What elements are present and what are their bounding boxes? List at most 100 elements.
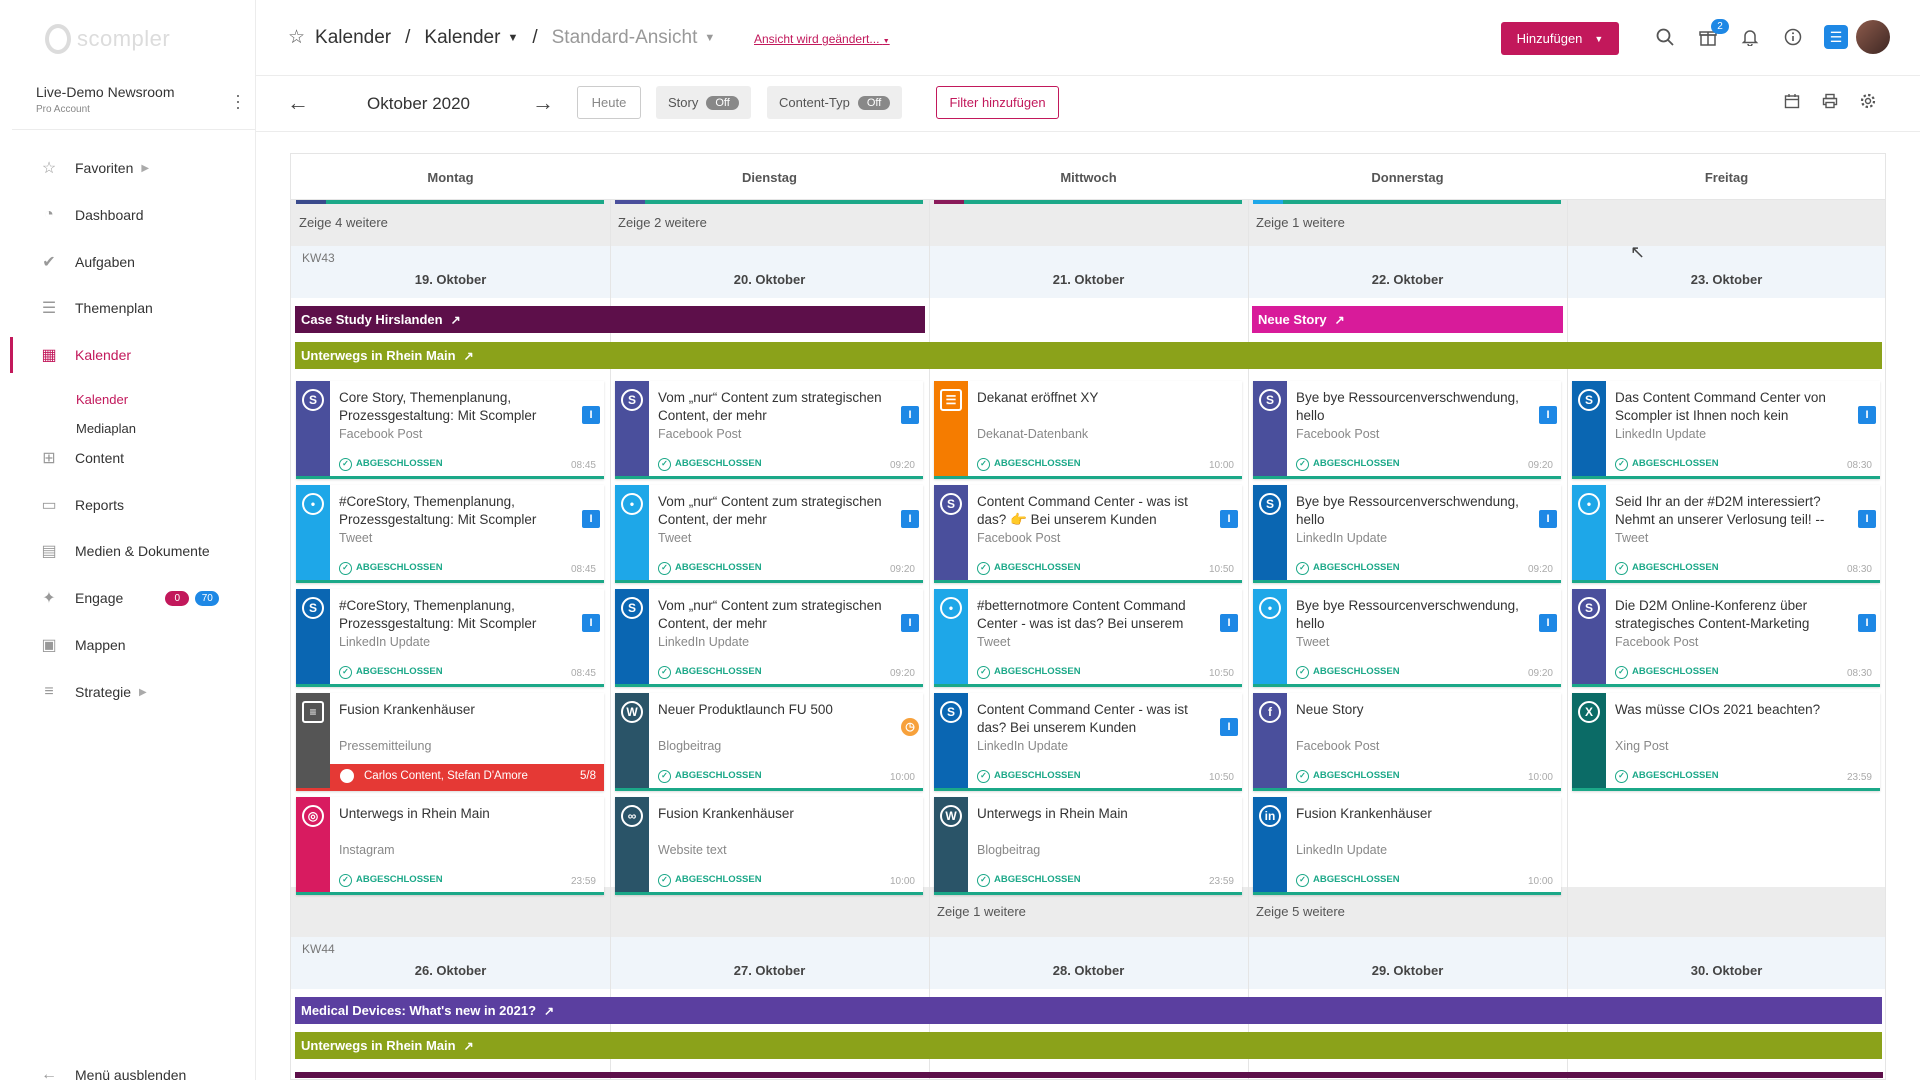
show-more-link[interactable]: Zeige 1 weitere xyxy=(937,904,1026,919)
add-button[interactable]: Hinzufügen ▼ xyxy=(1501,22,1619,55)
show-more-link[interactable]: Zeige 5 weitere xyxy=(1256,904,1345,919)
sidebar-item-strategie[interactable]: ≡ Strategie ▶ xyxy=(0,670,256,714)
external-link-icon[interactable]: ↗ xyxy=(463,348,474,363)
sidebar-item-favoriten[interactable]: ☆ Favoriten ▶ xyxy=(0,146,256,190)
content-card[interactable]: S Das Content Command Center von Scompler… xyxy=(1572,381,1880,479)
content-card[interactable]: ≡ Fusion Krankenhäuser Pressemitteilung Car… xyxy=(296,693,604,791)
day-date[interactable]: 23. Oktober xyxy=(1690,272,1763,287)
content-card[interactable]: • Vom „nur“ Content zum strategischen Con… xyxy=(615,485,923,583)
breadcrumb-kalender[interactable]: Kalender xyxy=(315,26,392,48)
info-flag-icon: I xyxy=(582,614,600,632)
status-badge: ABGESCHLOSSEN xyxy=(658,458,762,471)
story-bar[interactable]: Case Study Hirslanden ↗ xyxy=(295,306,925,333)
day-date[interactable]: 28. Oktober xyxy=(1052,963,1125,978)
content-card[interactable]: S Vom „nur“ Content zum strategischen Con… xyxy=(615,381,923,479)
previous-month-arrow-icon[interactable]: ← xyxy=(287,90,309,115)
story-toggle-switch[interactable]: Off xyxy=(706,95,739,110)
today-button[interactable]: Heute xyxy=(577,86,641,119)
day-date[interactable]: 26. Oktober xyxy=(414,963,487,978)
sidebar-item-themenplan[interactable]: ☰ Themenplan xyxy=(0,286,256,330)
sidebar-subitem-kalender[interactable]: Kalender xyxy=(76,392,129,407)
sidebar-subitem-mediaplan[interactable]: Mediaplan xyxy=(76,421,136,436)
search-icon[interactable] xyxy=(1652,24,1678,50)
content-card[interactable]: S Bye bye Ressourcenverschwendung, hello L… xyxy=(1253,485,1561,583)
content-card[interactable]: X Was müsse CIOs 2021 beachten? Xing Post A… xyxy=(1572,693,1880,791)
show-more-link[interactable]: Zeige 2 weitere xyxy=(618,215,707,230)
user-avatar[interactable] xyxy=(1856,20,1890,54)
info-icon[interactable] xyxy=(1780,24,1806,50)
day-date[interactable]: 19. Oktober xyxy=(414,272,487,287)
content-card[interactable]: ∞ Fusion Krankenhäuser Website text ABGESCH… xyxy=(615,797,923,895)
story-bar[interactable]: Unterwegs in Rhein Main ↗ xyxy=(295,1032,1882,1059)
print-icon[interactable] xyxy=(1822,93,1838,114)
calendar-export-icon[interactable] xyxy=(1784,93,1800,114)
day-date[interactable]: 21. Oktober xyxy=(1052,272,1125,287)
breadcrumb-kalender-dropdown[interactable]: Kalender xyxy=(424,26,501,48)
add-filter-button[interactable]: Filter hinzufügen xyxy=(936,86,1059,119)
caret-down-icon[interactable]: ▼ xyxy=(507,31,519,44)
settings-gear-icon[interactable] xyxy=(1860,93,1876,114)
gift-icon[interactable]: 2 xyxy=(1695,19,1729,50)
content-card[interactable]: ☰ Dekanat eröffnet XY Dekanat-Datenbank ABG… xyxy=(934,381,1242,479)
day-date[interactable]: 20. Oktober xyxy=(733,272,806,287)
show-more-link[interactable]: Zeige 4 weitere xyxy=(299,215,388,230)
day-date[interactable]: 22. Oktober xyxy=(1371,272,1444,287)
content-card[interactable]: • Seid Ihr an der #D2M interessiert? Nehm… xyxy=(1572,485,1880,583)
content-card[interactable]: S Vom „nur“ Content zum strategischen Con… xyxy=(615,589,923,687)
content-card[interactable]: S Die D2M Online-Konferenz über strategis… xyxy=(1572,589,1880,687)
day-date[interactable]: 30. Oktober xyxy=(1690,963,1763,978)
content-type-toggle-switch[interactable]: Off xyxy=(857,95,891,110)
assignee-bar[interactable]: Carlos Content, Stefan D'Amore 5/8 xyxy=(330,764,604,788)
story-bar[interactable]: Unterwegs in Rhein Main ↗ xyxy=(295,342,1882,369)
content-card[interactable]: • #CoreStory, Themenplanung, Prozessgesta… xyxy=(296,485,604,583)
account-switcher[interactable]: Live-Demo Newsroom Pro Account · · · xyxy=(36,84,241,117)
assignee-names: Carlos Content, Stefan D'Amore xyxy=(364,770,528,782)
day-date[interactable]: 27. Oktober xyxy=(733,963,806,978)
kebab-menu-icon[interactable]: · · · xyxy=(235,85,241,117)
next-month-arrow-icon[interactable]: → xyxy=(532,90,554,115)
content-card[interactable]: S #CoreStory, Themenplanung, Prozessgesta… xyxy=(296,589,604,687)
story-bar[interactable]: Medical Devices: What's new in 2021? ↗ xyxy=(295,997,1882,1024)
content-type-toggle[interactable]: Content-Typ Off xyxy=(767,86,903,119)
bell-icon[interactable] xyxy=(1737,24,1763,50)
content-card[interactable]: S Content Command Center - was ist das? B… xyxy=(934,693,1242,791)
intercom-icon[interactable]: ☰ xyxy=(1824,25,1848,49)
hide-menu-button[interactable]: ← Menü ausblenden xyxy=(0,1053,256,1080)
sidebar-item-dashboard[interactable]: ◔ Dashboard xyxy=(0,193,256,237)
content-card[interactable]: S Bye bye Ressourcenverschwendung, hello F… xyxy=(1253,381,1561,479)
view-changed-link[interactable]: Ansicht wird geändert... ▼ xyxy=(754,32,890,46)
sidebar-item-medien[interactable]: ▤ Medien & Dokumente xyxy=(0,529,256,573)
story-toggle[interactable]: Story Off xyxy=(656,86,751,119)
facebook-icon: f xyxy=(1259,701,1281,723)
sidebar-item-aufgaben[interactable]: ✔ Aufgaben xyxy=(0,240,256,284)
scompler-logo[interactable]: scompler xyxy=(45,24,170,54)
content-card[interactable]: ◎ Unterwegs in Rhein Main Instagram ABGESCH… xyxy=(296,797,604,895)
favorite-star-icon[interactable]: ☆ xyxy=(288,27,306,48)
story-bar-label: Neue Story xyxy=(1258,312,1327,327)
sidebar-item-engage[interactable]: ✦ Engage 0 70 xyxy=(0,576,256,620)
card-time: 09:20 xyxy=(889,668,915,679)
external-link-icon[interactable]: ↗ xyxy=(463,1038,474,1053)
content-card[interactable]: in Fusion Krankenhäuser LinkedIn Update ABG… xyxy=(1253,797,1561,895)
card-edge-strip xyxy=(615,200,923,204)
day-date[interactable]: 29. Oktober xyxy=(1371,963,1444,978)
sidebar-item-kalender[interactable]: ▦ Kalender xyxy=(0,333,256,377)
content-card[interactable]: • Bye bye Ressourcenverschwendung, hello T… xyxy=(1253,589,1561,687)
content-card[interactable]: W Neuer Produktlaunch FU 500 Blogbeitrag ◷ A… xyxy=(615,693,923,791)
view-selector[interactable]: Standard-Ansicht xyxy=(551,26,698,48)
content-card[interactable]: W Unterwegs in Rhein Main Blogbeitrag ABGES… xyxy=(934,797,1242,895)
sidebar-item-reports[interactable]: ▭ Reports xyxy=(0,483,256,527)
content-card[interactable]: S Content Command Center - was ist das? 👉… xyxy=(934,485,1242,583)
external-link-icon[interactable]: ↗ xyxy=(544,1003,555,1018)
caret-down-icon[interactable]: ▼ xyxy=(704,31,716,44)
content-card[interactable]: • #betternotmore Content Command Center -… xyxy=(934,589,1242,687)
content-card[interactable]: S Core Story, Themenplanung, Prozessgesta… xyxy=(296,381,604,479)
external-link-icon[interactable]: ↗ xyxy=(450,312,461,327)
sidebar-item-content[interactable]: ⊞ Content xyxy=(0,436,256,480)
external-link-icon[interactable]: ↗ xyxy=(1334,312,1345,327)
document-icon: ☰ xyxy=(940,389,962,411)
sidebar-item-mappen[interactable]: ▣ Mappen xyxy=(0,623,256,667)
show-more-link[interactable]: Zeige 1 weitere xyxy=(1256,215,1345,230)
story-bar[interactable]: Neue Story ↗ xyxy=(1252,306,1563,333)
content-card[interactable]: f Neue Story Facebook Post ABGESCHLOSSEN 10:… xyxy=(1253,693,1561,791)
